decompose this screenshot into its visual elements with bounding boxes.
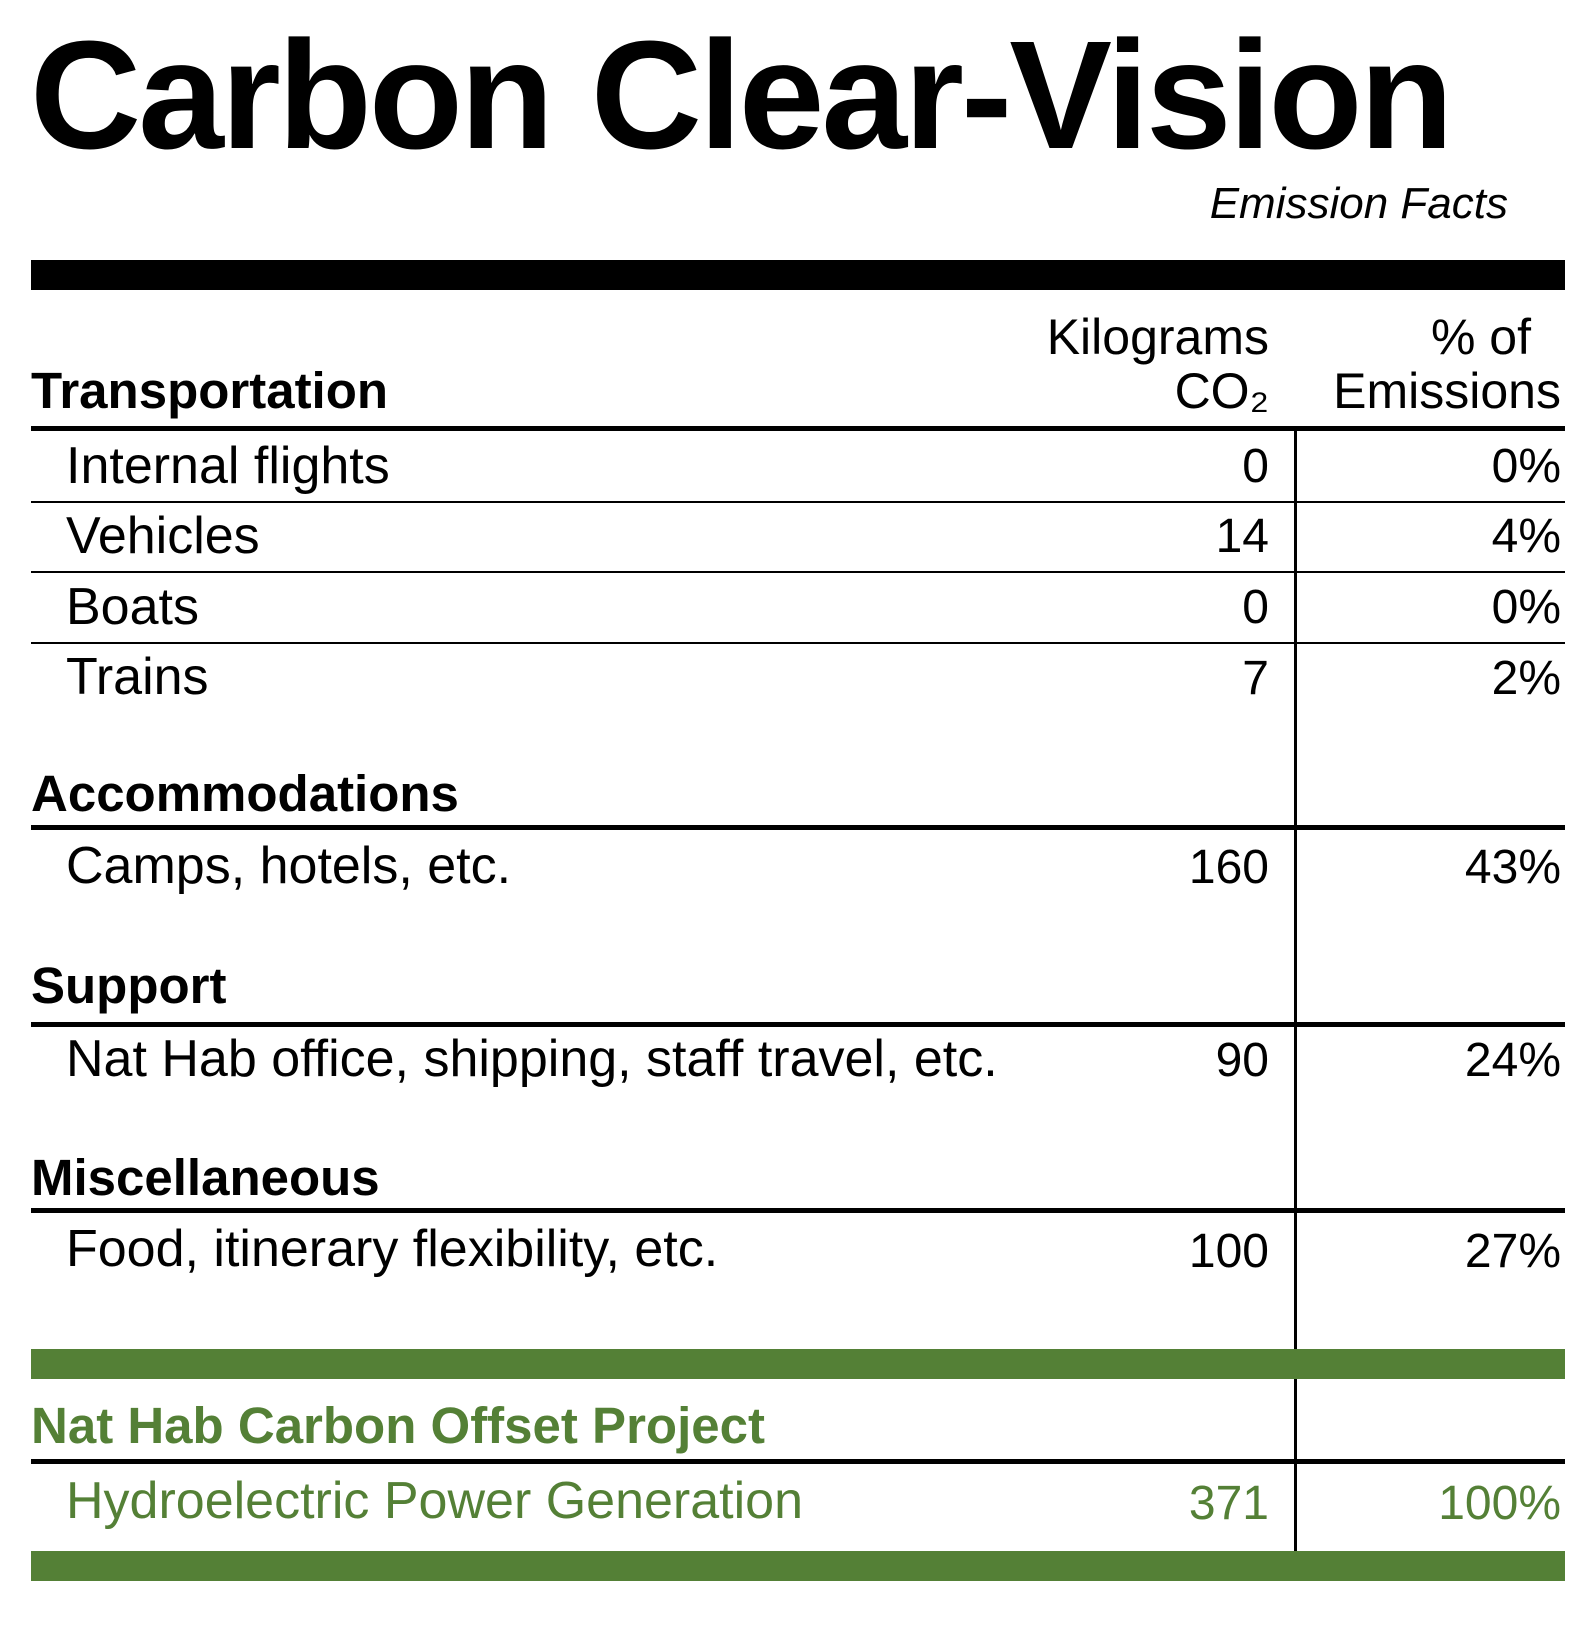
row-label-vehicles: Vehicles xyxy=(66,507,260,565)
pct-column-header: % of Emissions xyxy=(1333,312,1561,416)
top-thick-rule xyxy=(31,260,1565,290)
section-heading-miscellaneous: Miscellaneous xyxy=(31,1149,380,1206)
offset-row-label: Hydroelectric Power Generation xyxy=(66,1472,803,1530)
row-pct-camps-hotels: 43% xyxy=(1464,841,1561,894)
row-divider xyxy=(31,642,1565,644)
row-label-trains: Trains xyxy=(66,648,209,706)
row-label-food-itinerary: Food, itinerary flexibility, etc. xyxy=(66,1220,719,1278)
row-kg-internal-flights: 0 xyxy=(1242,440,1269,493)
row-pct-vehicles: 4% xyxy=(1491,510,1561,563)
offset-project-heading: Nat Hab Carbon Offset Project xyxy=(31,1397,765,1454)
row-kg-boats: 0 xyxy=(1242,581,1269,634)
row-kg-camps-hotels: 160 xyxy=(1188,841,1269,894)
section-heading-support: Support xyxy=(31,957,227,1014)
section-heading-accommodations: Accommodations xyxy=(31,765,459,822)
column-divider xyxy=(1294,431,1297,1551)
row-pct-food-itinerary: 27% xyxy=(1464,1225,1561,1278)
pct-header-line2: Emissions xyxy=(1333,363,1561,419)
row-pct-boats: 0% xyxy=(1491,581,1561,634)
row-pct-nat-hab-office: 24% xyxy=(1464,1034,1561,1087)
offset-section-rule xyxy=(31,1459,1565,1464)
pct-header-line1: % of xyxy=(1430,309,1531,365)
row-kg-vehicles: 14 xyxy=(1215,510,1269,563)
kg-header-line1: Kilograms xyxy=(1046,309,1269,365)
section-rule-transportation xyxy=(31,426,1565,431)
offset-bottom-green-bar xyxy=(31,1551,1565,1581)
kg-column-header: Kilograms CO₂ xyxy=(1047,312,1269,416)
section-heading-transportation: Transportation xyxy=(31,362,389,419)
row-kg-trains: 7 xyxy=(1242,652,1269,705)
row-label-nat-hab-office: Nat Hab office, shipping, staff travel, … xyxy=(66,1030,998,1088)
row-kg-food-itinerary: 100 xyxy=(1188,1225,1269,1278)
row-kg-nat-hab-office: 90 xyxy=(1215,1034,1269,1087)
row-label-internal-flights: Internal flights xyxy=(66,437,390,495)
row-pct-internal-flights: 0% xyxy=(1491,440,1561,493)
row-label-camps-hotels: Camps, hotels, etc. xyxy=(66,837,512,895)
row-label-boats: Boats xyxy=(66,578,199,636)
row-pct-trains: 2% xyxy=(1491,652,1561,705)
page-title: Carbon Clear-Vision xyxy=(30,9,1454,181)
row-divider xyxy=(31,571,1565,573)
kg-header-line2: CO₂ xyxy=(1174,363,1269,419)
section-rule-miscellaneous xyxy=(31,1208,1565,1213)
offset-top-green-bar xyxy=(31,1349,1565,1379)
page-subtitle: Emission Facts xyxy=(1209,179,1508,228)
section-rule-support xyxy=(31,1022,1565,1027)
offset-row-kg: 371 xyxy=(1188,1477,1269,1530)
row-divider xyxy=(31,501,1565,503)
section-rule-accommodations xyxy=(31,825,1565,830)
offset-row-pct: 100% xyxy=(1438,1477,1561,1530)
